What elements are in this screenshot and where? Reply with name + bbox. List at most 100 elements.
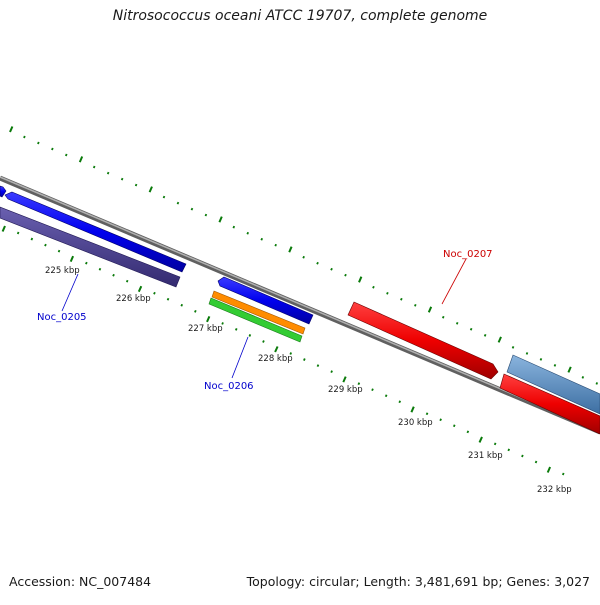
minor-tick bbox=[483, 333, 487, 337]
minor-tick bbox=[595, 382, 599, 385]
genome-summary-text: Topology: circular; Length: 3,481,691 bp… bbox=[246, 574, 590, 589]
inner-tick-track bbox=[1, 225, 565, 476]
minor-tick bbox=[452, 424, 456, 428]
minor-tick bbox=[125, 279, 129, 283]
minor-tick bbox=[316, 364, 320, 367]
minor-tick bbox=[166, 297, 170, 301]
minor-tick bbox=[106, 171, 110, 175]
minor-tick bbox=[180, 303, 184, 307]
major-tick bbox=[148, 186, 153, 193]
minor-tick bbox=[274, 243, 277, 247]
gene-arrow-noc-0206[interactable] bbox=[217, 276, 314, 325]
major-tick bbox=[288, 246, 293, 253]
minor-tick bbox=[330, 370, 333, 373]
scale-label: 231 kbp bbox=[468, 451, 503, 461]
minor-tick bbox=[521, 454, 524, 458]
major-tick bbox=[478, 436, 483, 443]
minor-tick bbox=[162, 195, 166, 199]
minor-tick bbox=[92, 165, 96, 169]
scale-label: 227 kbp bbox=[188, 324, 223, 334]
minor-tick bbox=[176, 201, 180, 205]
minor-tick bbox=[414, 303, 417, 307]
rna-bar-green[interactable] bbox=[208, 297, 303, 343]
minor-tick bbox=[357, 382, 361, 386]
minor-tick bbox=[371, 388, 374, 392]
minor-tick bbox=[57, 249, 61, 253]
minor-tick bbox=[262, 340, 265, 343]
minor-tick bbox=[303, 358, 306, 361]
minor-tick bbox=[561, 472, 565, 476]
scale-label: 230 kbp bbox=[398, 418, 433, 428]
minor-tick bbox=[204, 213, 208, 217]
genome-backbone bbox=[0, 175, 600, 435]
major-tick bbox=[78, 156, 84, 163]
minor-tick bbox=[30, 237, 34, 241]
gene-arrow-noc-0208[interactable] bbox=[506, 354, 600, 415]
minor-tick bbox=[372, 285, 375, 289]
minor-tick bbox=[553, 364, 557, 367]
scale-label: 229 kbp bbox=[328, 385, 363, 395]
major-tick bbox=[218, 216, 223, 223]
minor-tick bbox=[289, 352, 293, 355]
minor-tick bbox=[439, 418, 442, 422]
minor-tick bbox=[398, 400, 402, 404]
major-tick bbox=[497, 336, 502, 343]
minor-tick bbox=[469, 327, 473, 331]
gene-arrow-red-lower[interactable] bbox=[499, 373, 600, 435]
label-leader-lines bbox=[61, 258, 467, 379]
minor-tick bbox=[330, 267, 333, 271]
minor-tick bbox=[134, 183, 138, 187]
rna-bar-orange[interactable] bbox=[211, 290, 306, 335]
minor-tick bbox=[16, 231, 20, 235]
major-tick bbox=[342, 376, 347, 383]
major-tick bbox=[274, 346, 279, 353]
reverse-feature-track bbox=[0, 206, 600, 435]
minor-tick bbox=[153, 291, 156, 295]
major-tick bbox=[546, 466, 552, 473]
gene-label-noc-0207[interactable]: Noc_0207 bbox=[443, 249, 493, 260]
minor-tick bbox=[581, 376, 585, 379]
minor-tick bbox=[384, 394, 388, 398]
minor-tick bbox=[493, 442, 497, 446]
outer-tick-track bbox=[9, 126, 599, 385]
scale-label: 232 kbp bbox=[537, 485, 572, 495]
minor-tick bbox=[316, 261, 319, 265]
major-tick bbox=[358, 276, 363, 283]
minor-tick bbox=[51, 147, 54, 151]
major-tick bbox=[69, 255, 75, 262]
major-tick bbox=[1, 225, 6, 232]
scale-label: 225 kbp bbox=[45, 266, 80, 276]
gene-arrow-noc-0204-partial[interactable] bbox=[0, 185, 7, 198]
minor-tick bbox=[64, 153, 68, 157]
minor-tick bbox=[525, 352, 529, 355]
minor-tick bbox=[112, 273, 115, 277]
major-tick bbox=[567, 366, 572, 373]
minor-tick bbox=[44, 243, 47, 247]
minor-tick bbox=[386, 291, 389, 295]
gene-arrow-noc-0205[interactable] bbox=[4, 191, 187, 273]
minor-tick bbox=[98, 267, 102, 271]
minor-tick bbox=[234, 328, 238, 331]
minor-tick bbox=[507, 448, 511, 452]
feature-bar-purple[interactable] bbox=[0, 206, 181, 288]
gene-arrow-noc-0207[interactable] bbox=[347, 301, 499, 380]
minor-tick bbox=[23, 135, 26, 139]
minor-tick bbox=[85, 261, 88, 265]
scale-label: 226 kbp bbox=[116, 294, 151, 304]
map-title: Nitrosococcus oceani ATCC 19707, complet… bbox=[112, 8, 488, 24]
minor-tick bbox=[511, 346, 515, 349]
major-tick bbox=[9, 126, 14, 133]
minor-tick bbox=[190, 207, 194, 211]
gene-label-noc-0205[interactable]: Noc_0205 bbox=[37, 312, 87, 323]
minor-tick bbox=[232, 225, 236, 229]
minor-tick bbox=[441, 315, 445, 319]
forward-gene-track bbox=[0, 185, 600, 415]
minor-tick bbox=[246, 231, 250, 235]
major-tick bbox=[410, 406, 415, 413]
minor-tick bbox=[37, 141, 40, 145]
minor-tick bbox=[466, 430, 470, 434]
major-tick bbox=[427, 306, 433, 313]
gene-label-noc-0206[interactable]: Noc_0206 bbox=[204, 381, 254, 392]
